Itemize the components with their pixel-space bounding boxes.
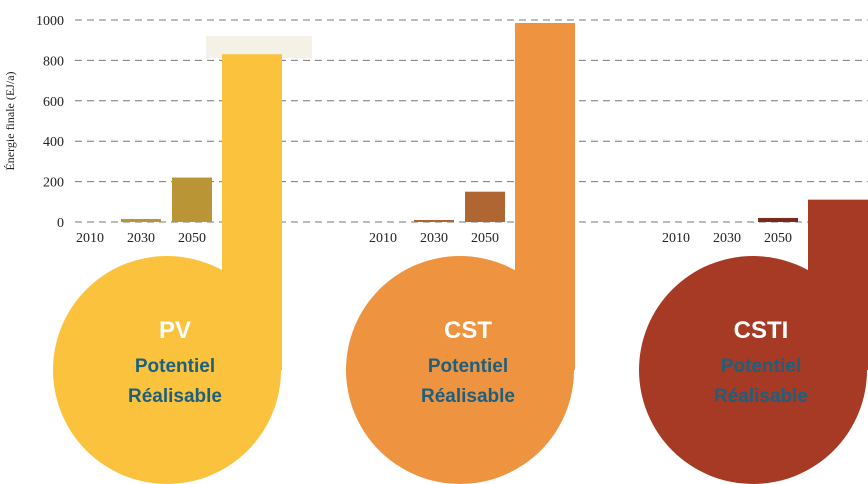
potential-label: Réalisable [128, 386, 222, 407]
potential-bar [808, 199, 868, 370]
potential-label: Potentiel [428, 356, 508, 377]
bar [172, 177, 212, 222]
x-tick-label: 2050 [764, 231, 792, 246]
x-tick-label: 2050 [178, 231, 206, 246]
x-tick-label: 2010 [369, 231, 397, 246]
bar [414, 219, 454, 222]
potential-label: Réalisable [714, 386, 808, 407]
y-tick-label: 0 [57, 216, 64, 231]
potential-bar-top [515, 23, 575, 225]
group-name: PV [159, 317, 191, 344]
y-tick-label: 400 [43, 135, 64, 150]
potential-label: Potentiel [721, 356, 801, 377]
x-tick-label: 2010 [662, 231, 690, 246]
x-tick-label: 2010 [76, 231, 104, 246]
bar [465, 191, 505, 222]
group-name: CST [444, 317, 492, 344]
potential-bar-top [222, 54, 282, 225]
bar [758, 217, 798, 222]
group-name: CSTI [734, 317, 789, 344]
x-tick-label: 2030 [127, 231, 155, 246]
y-tick-label: 200 [43, 176, 64, 191]
potential-bar-top [808, 199, 868, 224]
y-tick-label: 600 [43, 95, 64, 110]
x-tick-label: 2050 [471, 231, 499, 246]
potential-label: Réalisable [421, 386, 515, 407]
bar [121, 218, 161, 222]
y-axis-label: Énergie finale (EJ/a) [3, 71, 17, 170]
y-tick-label: 800 [43, 54, 64, 69]
x-tick-label: 2030 [420, 231, 448, 246]
y-tick-label: 1000 [36, 14, 64, 29]
range-band [206, 36, 312, 58]
x-tick-label: 2030 [713, 231, 741, 246]
potential-label: Potentiel [135, 356, 215, 377]
